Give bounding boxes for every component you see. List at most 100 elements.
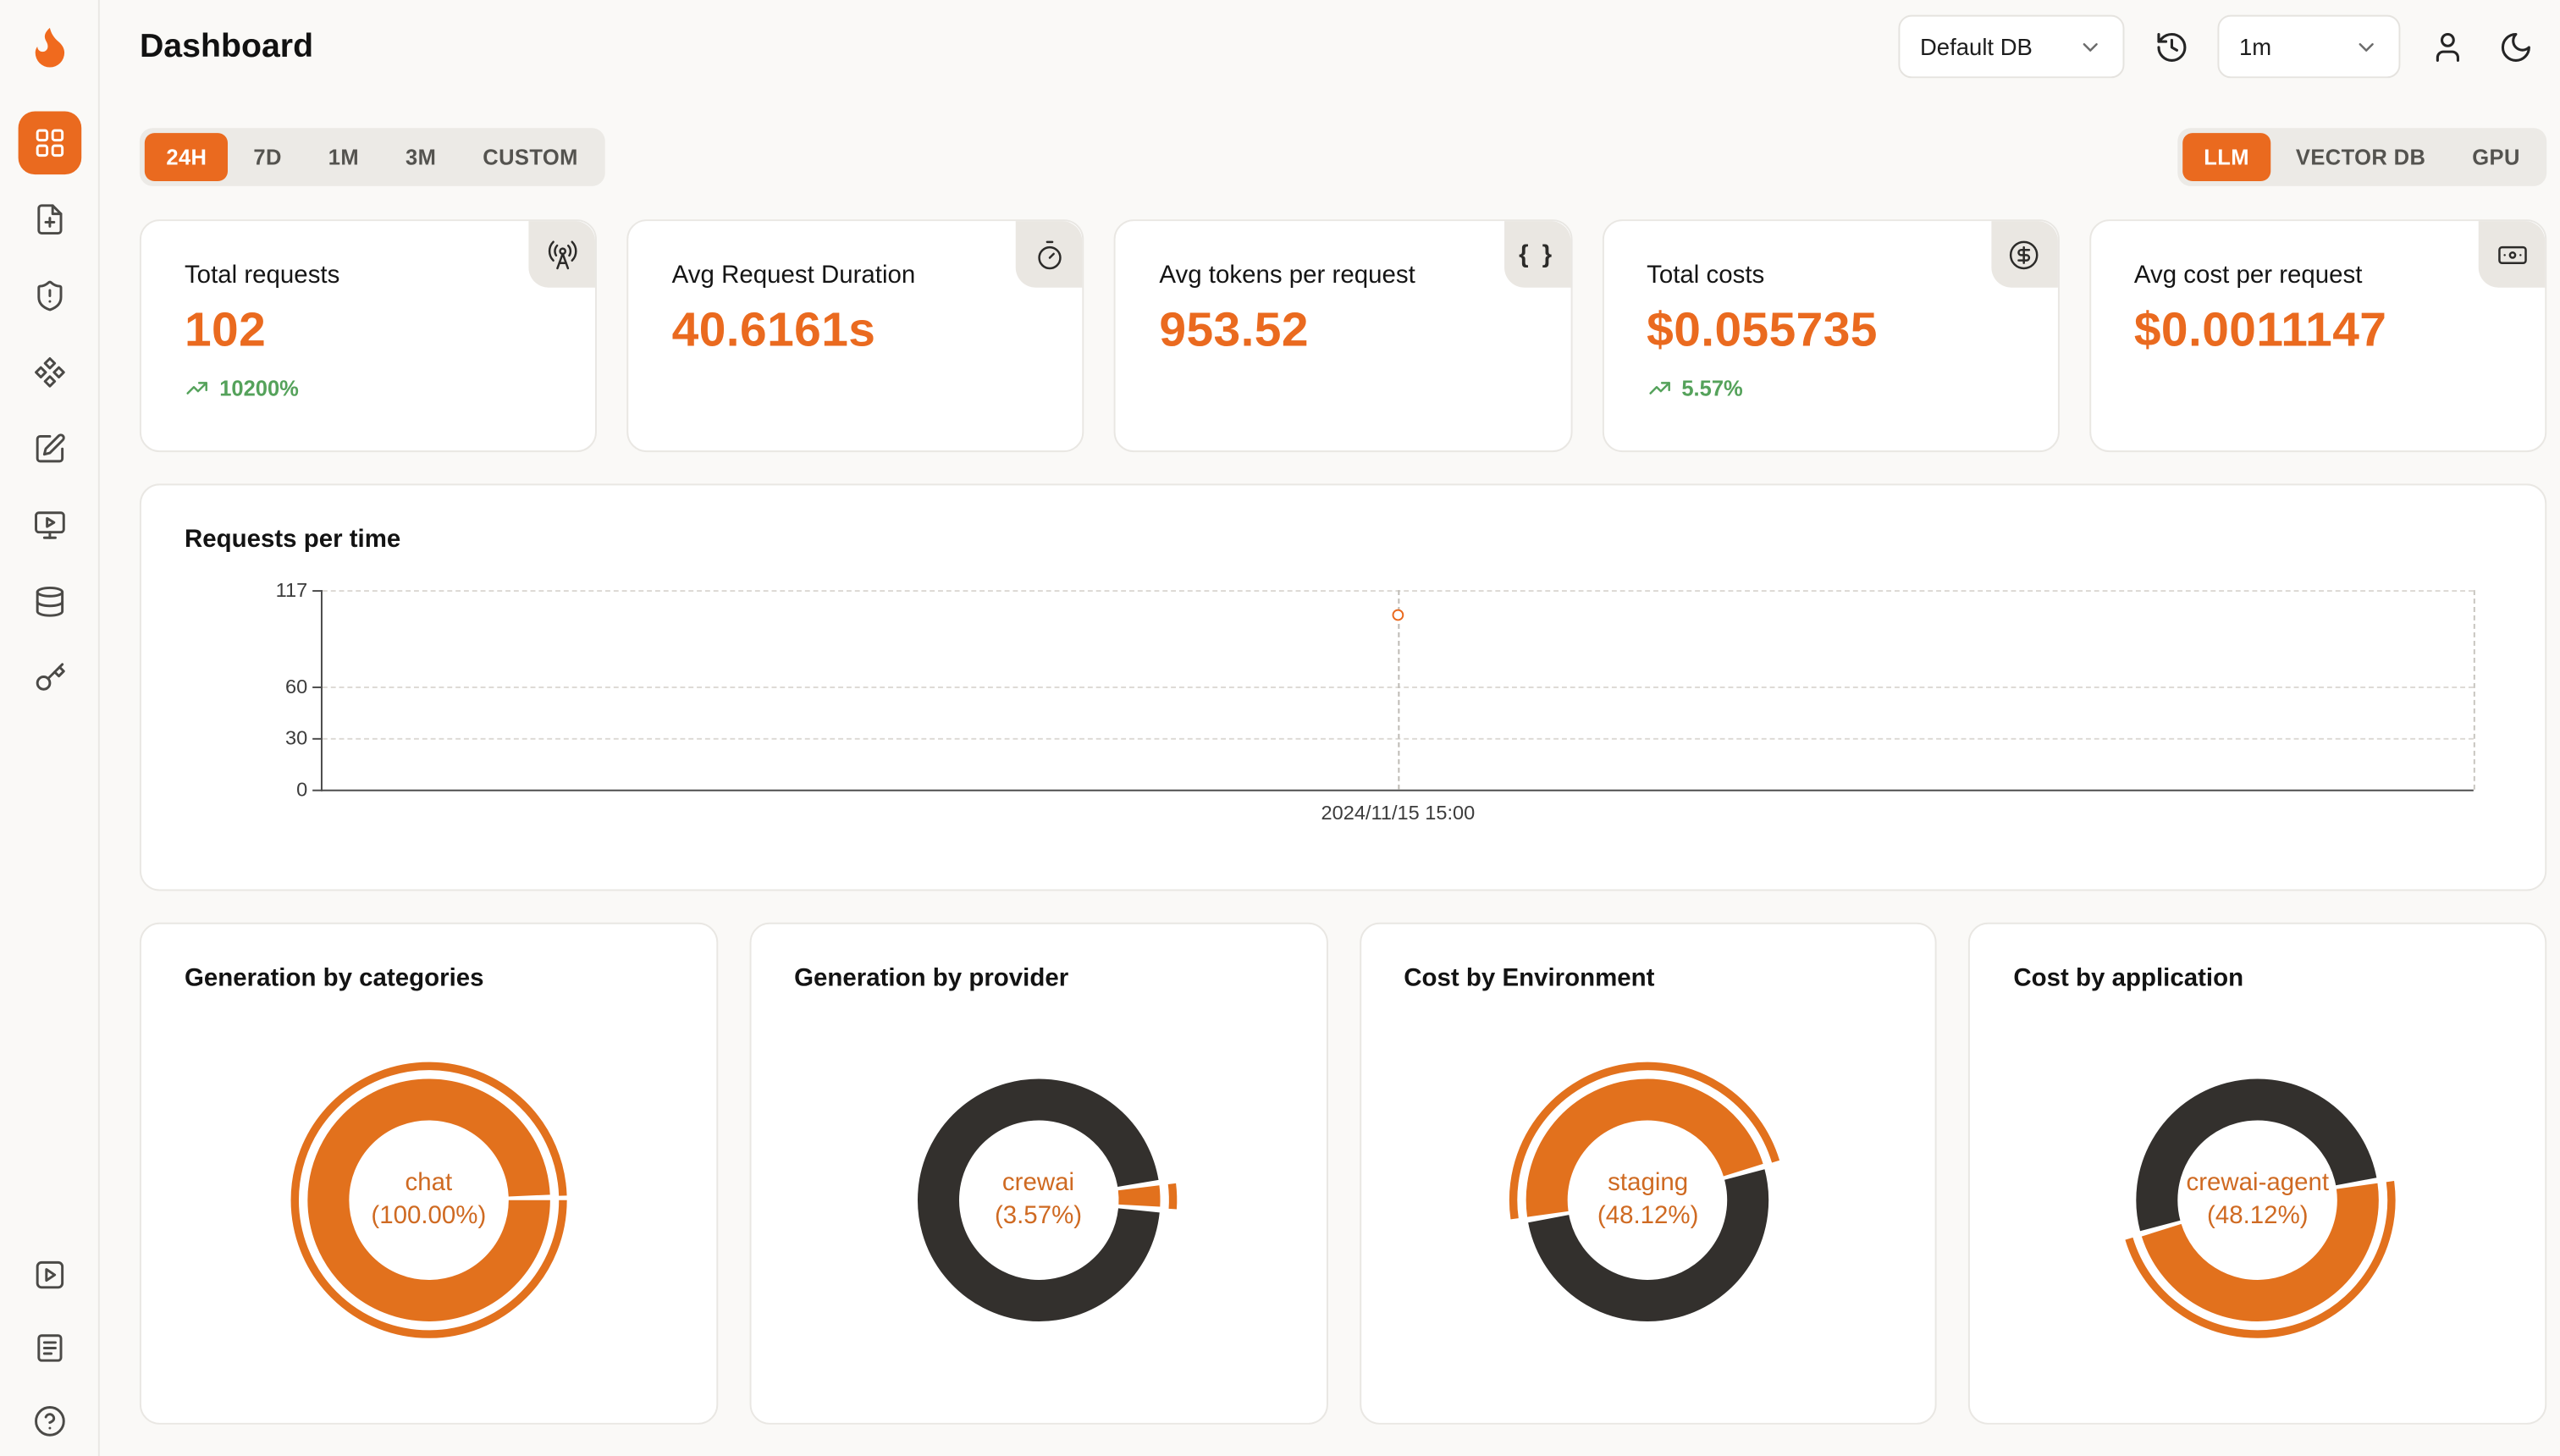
donut-slice-segment-2[interactable] <box>1526 1078 1771 1323</box>
stat-delta-value: 5.57% <box>1681 375 1743 401</box>
stats-row: Total requests 102 10200% Avg Request Durat… <box>139 219 2547 453</box>
stat-icon-badge <box>1990 221 2058 288</box>
y-axis-tick <box>312 590 323 593</box>
stat-value: $0.055735 <box>1647 304 1878 358</box>
donut-title: Generation by categories <box>184 963 484 993</box>
donut-highlight-arc <box>900 1062 1177 1338</box>
donut-chart[interactable]: crewai-agent (48.12%) <box>2098 1040 2417 1359</box>
stat-value: $0.0011147 <box>2133 304 2387 358</box>
stat-delta-value: 10200% <box>219 375 299 401</box>
donut-card-3: Cost by application crewai-agent (48.12%) <box>1968 922 2547 1425</box>
banknote-icon <box>2496 239 2527 270</box>
theme-toggle-button[interactable] <box>2493 25 2536 68</box>
data-point-marker[interactable] <box>1392 609 1404 622</box>
y-axis-tick-label: 117 <box>275 578 308 602</box>
stat-label: Avg tokens per request <box>1159 261 1415 290</box>
stat-value: 40.6161s <box>671 304 876 358</box>
database-select[interactable]: Default DB <box>1898 14 2125 79</box>
stat-card-1: Avg Request Duration 40.6161s <box>626 219 1085 453</box>
prompt-hub-icon <box>32 356 65 389</box>
chart-title: Requests per time <box>184 525 401 554</box>
moon-icon <box>2497 29 2532 63</box>
header: Dashboard Default DB 1m <box>100 0 2560 93</box>
page-title: Dashboard <box>139 27 314 64</box>
interval-select-value: 1m <box>2238 33 2272 60</box>
y-axis-tick-label: 0 <box>296 777 308 802</box>
sidebar-item-databases[interactable] <box>18 571 81 634</box>
interval-select[interactable]: 1m <box>2217 14 2401 79</box>
stat-label: Total requests <box>184 261 340 290</box>
stat-label: Total costs <box>1647 261 1765 290</box>
sidebar-item-documentation[interactable] <box>18 1316 81 1380</box>
stat-card-3: Total costs $0.055735 5.57% <box>1602 219 2060 453</box>
stat-label: Avg cost per request <box>2133 261 2363 290</box>
documentation-icon <box>32 1332 65 1365</box>
donut-card-1: Generation by provider crewai (3.57%) <box>749 922 1327 1425</box>
sidebar-item-evaluations[interactable] <box>18 417 81 481</box>
stat-label: Avg Request Duration <box>671 261 916 290</box>
donut-slice-segment-2[interactable] <box>917 1078 1160 1321</box>
refresh-history-button[interactable] <box>2149 25 2193 68</box>
donut-chart[interactable]: crewai (3.57%) <box>879 1040 1198 1359</box>
stat-icon-badge <box>528 221 596 288</box>
sidebar-item-prompt-hub[interactable] <box>18 341 81 405</box>
donut-slice-crewai-agent[interactable] <box>2136 1078 2380 1321</box>
filter-row: 24H 7D 1M 3M CUSTOM LLM VECTOR DB GPU <box>139 128 2547 186</box>
sidebar-item-dashboard[interactable] <box>17 111 81 175</box>
main-content: 24H 7D 1M 3M CUSTOM LLM VECTOR DB GPU Total re… <box>100 93 2560 1456</box>
time-range-tab-3m[interactable]: 3M <box>406 144 437 170</box>
time-range-tab-1m[interactable]: 1M <box>328 144 360 170</box>
time-range-tab-7d[interactable]: 7D <box>253 144 282 170</box>
trending-up-icon <box>185 376 209 400</box>
source-tab-llm[interactable]: LLM <box>2182 133 2271 182</box>
donut-slice-crewai[interactable] <box>917 1078 1160 1321</box>
time-range-tab-custom[interactable]: CUSTOM <box>483 144 578 170</box>
donut-slice-staging[interactable] <box>1526 1078 1769 1321</box>
sidebar-item-api-keys[interactable] <box>18 647 81 710</box>
source-tab-gpu[interactable]: GPU <box>2472 144 2520 170</box>
database-select-value: Default DB <box>1919 33 2033 60</box>
requests-icon <box>32 203 65 236</box>
timer-icon <box>1034 239 1065 270</box>
y-axis-tick <box>312 789 323 791</box>
api-keys-icon <box>32 662 65 695</box>
donut-chart[interactable]: chat (100.00%) <box>269 1040 588 1359</box>
stat-icon-badge <box>1016 221 1084 288</box>
donut-title: Generation by provider <box>794 963 1069 993</box>
dollar-icon <box>2009 239 2040 270</box>
sidebar-nav-bottom <box>18 1244 81 1456</box>
donut-slice-chat[interactable] <box>307 1078 550 1321</box>
time-range-tab-24h[interactable]: 24H <box>144 133 229 182</box>
support-icon <box>32 1404 65 1437</box>
braces-icon: { } <box>1519 240 1555 269</box>
source-tab-vector-db[interactable]: VECTOR DB <box>2295 144 2426 170</box>
getting-started-icon <box>32 1258 65 1291</box>
stat-delta: 10200% <box>185 376 552 400</box>
openground-icon <box>32 509 65 542</box>
axis-pointer <box>1398 590 1400 790</box>
y-axis-tick-label: 30 <box>285 726 308 751</box>
evaluations-icon <box>32 433 65 466</box>
sidebar-item-exceptions[interactable] <box>18 264 81 328</box>
trending-up-icon <box>1647 376 1671 400</box>
stat-value: 953.52 <box>1159 304 1309 358</box>
app-logo[interactable] <box>21 19 78 75</box>
user-icon <box>2430 29 2464 63</box>
flame-logo-icon <box>24 22 74 72</box>
sidebar-item-openground[interactable] <box>18 494 81 557</box>
sidebar-item-support[interactable] <box>18 1390 81 1453</box>
history-icon <box>2154 29 2188 63</box>
databases-icon <box>32 585 65 618</box>
donut-row: Generation by categories chat (100.00%) Gen… <box>139 922 2547 1425</box>
sidebar-item-requests[interactable] <box>18 188 81 251</box>
donut-chart[interactable]: staging (48.12%) <box>1488 1040 1807 1359</box>
stat-card-2: { } Avg tokens per request 953.52 <box>1114 219 1572 453</box>
stat-icon-badge: { } <box>1503 221 1570 288</box>
header-controls: Default DB 1m <box>1898 14 2536 79</box>
radio-tower-icon <box>546 239 577 270</box>
user-menu-button[interactable] <box>2425 25 2469 68</box>
stat-value: 102 <box>184 304 267 358</box>
requests-line-chart[interactable]: 0 30 60 117 2024/11/15 15:00 <box>276 578 2475 825</box>
sidebar-item-getting-started[interactable] <box>18 1244 81 1307</box>
